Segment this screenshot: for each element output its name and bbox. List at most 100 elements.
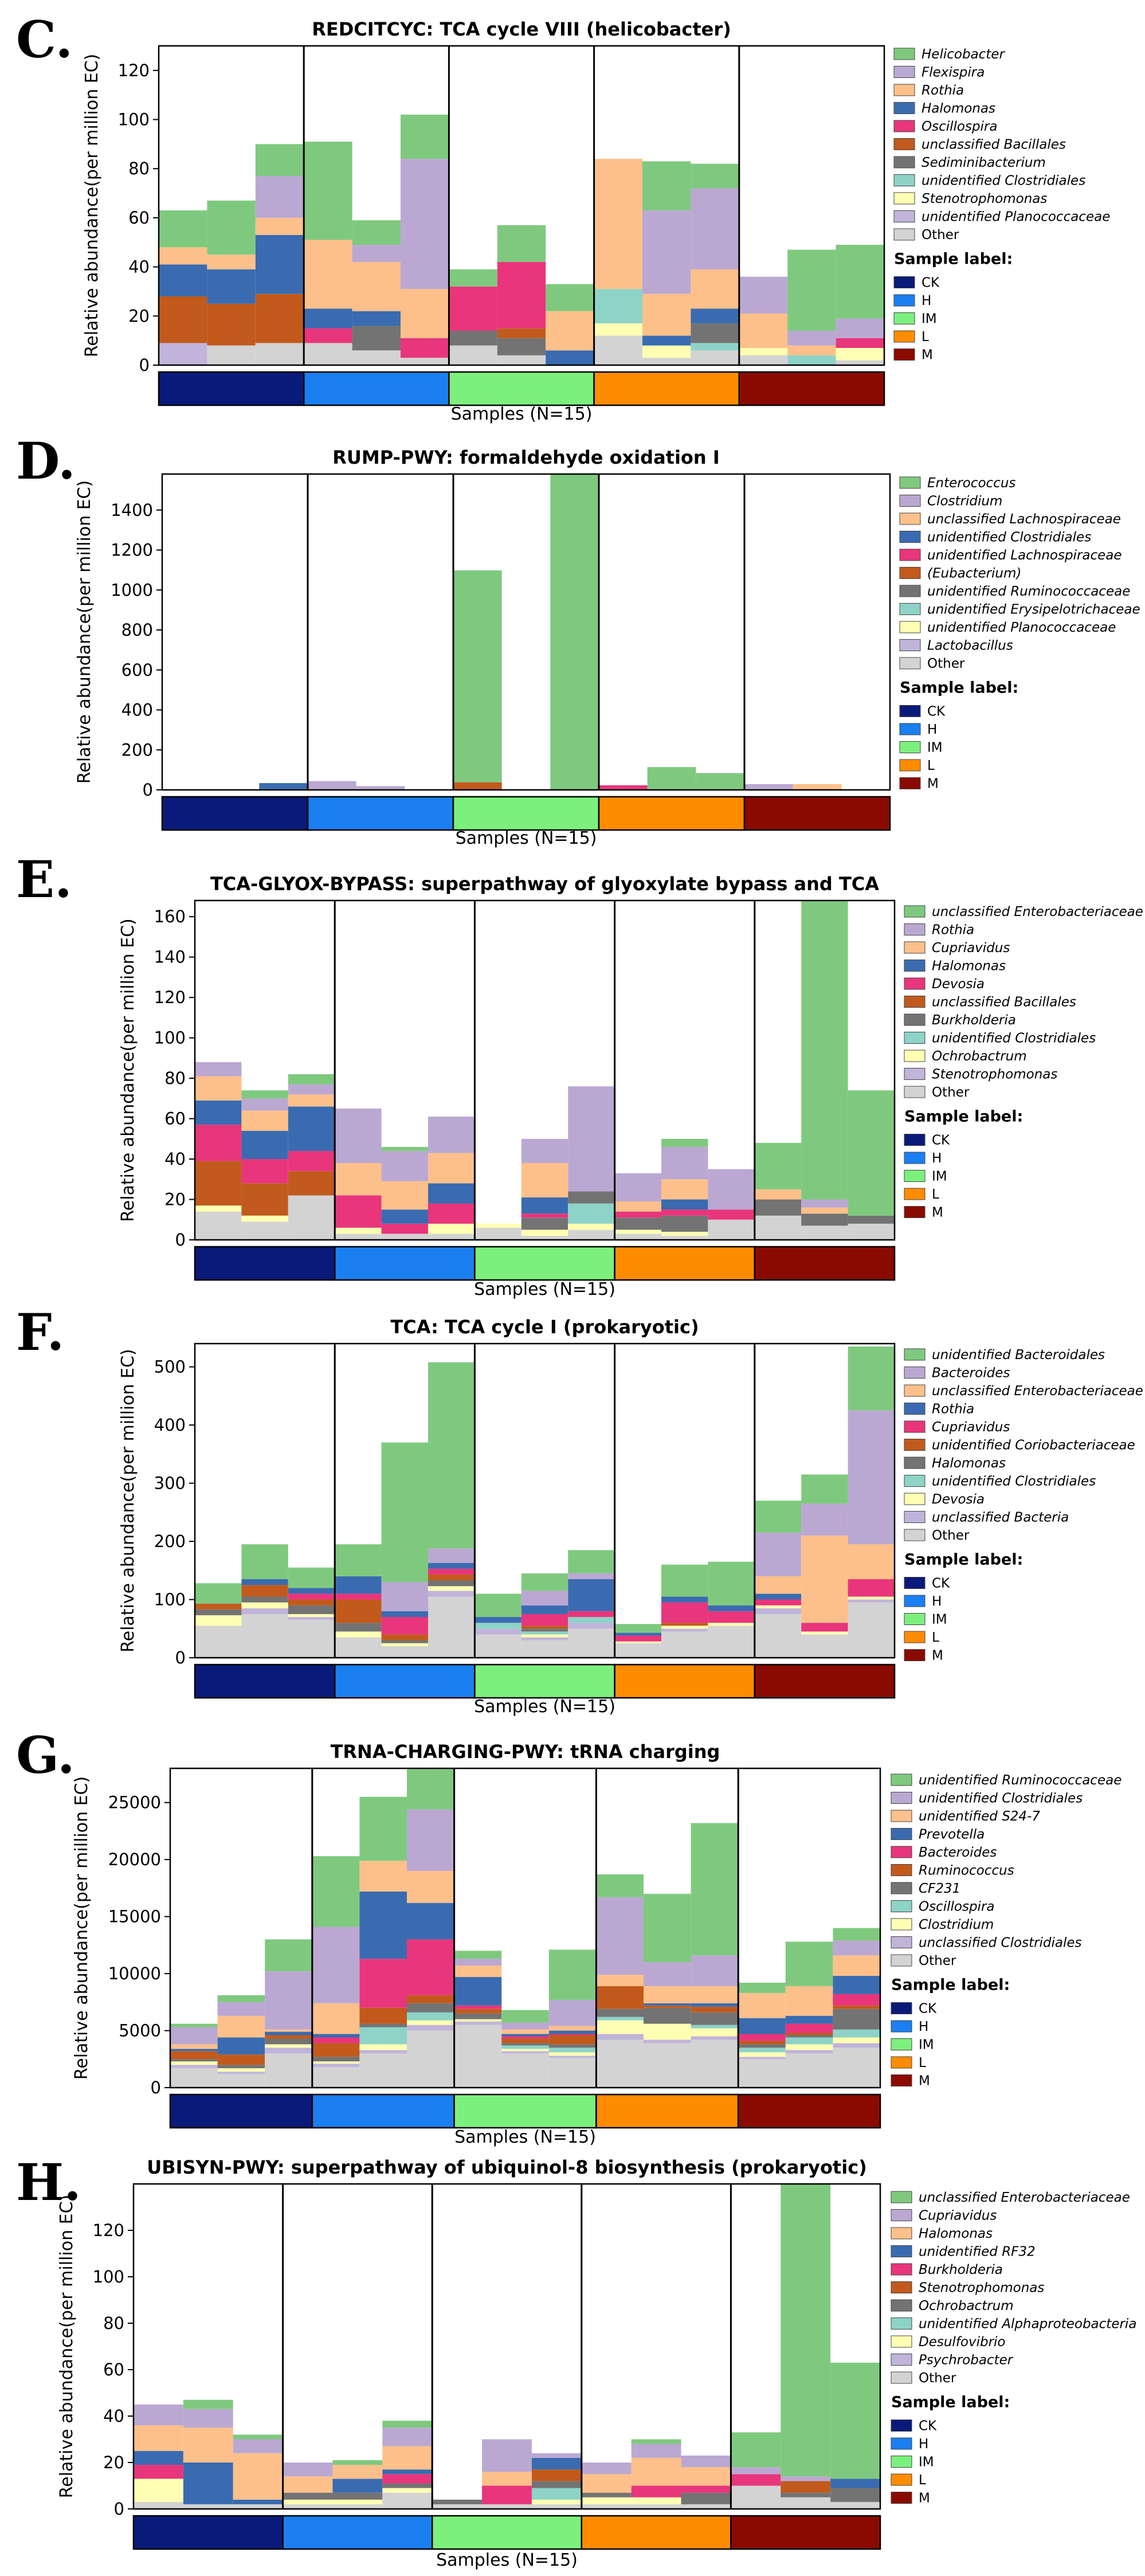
bar-segment xyxy=(644,2007,691,2024)
bar-segment xyxy=(497,328,546,338)
bar-segment xyxy=(475,1594,521,1617)
legend-label: Sediminibacterium xyxy=(922,155,1046,170)
bar-segment xyxy=(332,2492,383,2500)
bar-segment xyxy=(581,2474,632,2493)
legend-label: Enterococcus xyxy=(927,476,1015,491)
bar-segment xyxy=(454,2025,502,2088)
bar-segment xyxy=(548,2048,597,2053)
legend-label: unidentified Erysipelotrichaceae xyxy=(927,602,1140,617)
bar-segment xyxy=(359,1796,407,1861)
y-tick-label: 400 xyxy=(154,1415,186,1435)
legend-swatch xyxy=(891,2227,912,2240)
bar-segment xyxy=(233,2439,283,2453)
legend-swatch xyxy=(893,192,915,205)
bar-segment xyxy=(241,1544,288,1579)
bar-segment xyxy=(785,1941,833,1986)
y-tick-label: 0 xyxy=(114,2499,124,2519)
y-axis-label: Relative abundance(per million EC) xyxy=(72,1776,92,2080)
bar-segment xyxy=(531,2453,582,2458)
legend-label: Ruminococcus xyxy=(919,1864,1014,1878)
y-tick-label: 60 xyxy=(103,2360,124,2379)
bar-segment xyxy=(681,2492,731,2504)
bar-segment xyxy=(288,1084,335,1095)
bar-segment xyxy=(381,1442,428,1583)
sample-swatch xyxy=(893,349,915,361)
legend-swatch xyxy=(893,84,915,96)
legend-swatch xyxy=(904,1529,926,1541)
bar-segment xyxy=(401,114,449,159)
legend-label: Flexispira xyxy=(922,65,985,80)
bar-segment xyxy=(170,2061,218,2065)
legend-label: Cupriavidus xyxy=(932,941,1010,956)
bar-segment xyxy=(288,1106,335,1151)
legend: unclassified Enterobacteriaceae Rothia Cup… xyxy=(904,905,1143,1220)
bar-segment xyxy=(691,308,739,324)
sample-label: CK xyxy=(919,2419,937,2434)
bar-segment xyxy=(454,2021,502,2025)
sample-swatch xyxy=(891,2420,912,2432)
bar-segment xyxy=(644,2003,691,2006)
bar-segment xyxy=(631,2504,681,2509)
bar-segment xyxy=(335,1576,382,1594)
bar-segment xyxy=(382,2446,433,2470)
bar-segment xyxy=(159,210,207,248)
bar-segment xyxy=(241,1090,288,1099)
bar-segment xyxy=(644,1893,691,1963)
bar-segment xyxy=(708,1611,755,1623)
bar-segment xyxy=(283,2499,333,2504)
y-axis-label: Relative abundance(per million EC) xyxy=(57,2195,77,2499)
bar-segment xyxy=(401,159,449,289)
bar-segment xyxy=(568,1573,615,1579)
bar-segment xyxy=(521,1637,568,1641)
bar-segment xyxy=(531,2499,582,2504)
bar-segment xyxy=(830,2362,880,2479)
bar-segment xyxy=(255,293,304,343)
y-tick-label: 200 xyxy=(121,740,153,760)
bar-segment xyxy=(833,1976,880,1994)
chart-5: H. UBISYN-PWY: superpathway of ubiquinol-… xyxy=(16,2152,1136,2570)
bar-segment xyxy=(241,1098,288,1111)
sample-label: IM xyxy=(932,1169,947,1184)
bars xyxy=(159,114,884,365)
bar-segment xyxy=(449,345,497,365)
sample-swatch xyxy=(891,2074,912,2086)
bar-segment xyxy=(739,348,788,355)
bar-segment xyxy=(312,2057,360,2062)
bar-segment xyxy=(217,2074,265,2088)
sample-swatch xyxy=(904,1613,926,1625)
sample-label: H xyxy=(927,722,937,737)
group-strip-IM xyxy=(474,1246,615,1281)
sample-label: H xyxy=(932,1594,942,1609)
bar-segment xyxy=(708,1209,755,1220)
legend-swatch xyxy=(891,1810,912,1822)
group-strip-H xyxy=(303,371,450,406)
bar-segment xyxy=(407,1768,454,1810)
sample-swatch xyxy=(891,2056,912,2069)
bar-segment xyxy=(830,2501,880,2509)
bar-segment xyxy=(283,2476,333,2493)
bar-segment xyxy=(359,1959,407,2008)
bar-segment xyxy=(401,338,449,358)
bar-segment xyxy=(614,1173,661,1202)
chart-title: TRNA-CHARGING-PWY: tRNA charging xyxy=(331,1741,720,1763)
bar-segment xyxy=(497,262,546,328)
legend-label: unclassified Enterobacteriaceae xyxy=(932,905,1143,919)
sample-swatch xyxy=(904,1649,926,1661)
sample-label: IM xyxy=(927,741,943,755)
group-strip-L xyxy=(581,2515,732,2550)
bar-segment xyxy=(631,2497,681,2504)
bar-segment xyxy=(453,570,502,782)
bar-segment xyxy=(428,1574,475,1581)
bar-segment xyxy=(170,2027,218,2045)
legend-swatch xyxy=(893,138,915,150)
bar-segment xyxy=(195,1583,242,1604)
bar-segment xyxy=(428,1153,475,1184)
bar-segment xyxy=(255,217,304,235)
bar-segment xyxy=(754,1189,802,1200)
sample-label: H xyxy=(919,2019,928,2034)
plot-frame xyxy=(194,1342,896,1659)
sample-label: L xyxy=(927,758,935,773)
bar-segment xyxy=(134,2479,183,2502)
legend-swatch xyxy=(891,2245,912,2257)
